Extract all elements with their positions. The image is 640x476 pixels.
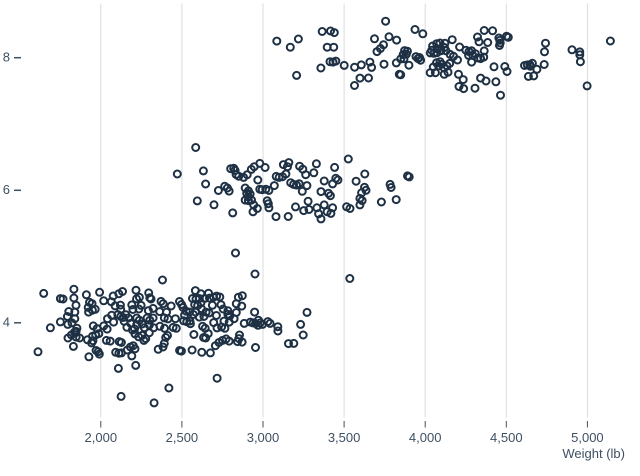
svg-text:2,000: 2,000 [85,430,118,445]
svg-text:6: 6 [3,182,10,197]
svg-text:3,500: 3,500 [328,430,361,445]
svg-text:2,500: 2,500 [166,430,199,445]
svg-text:4,000: 4,000 [409,430,442,445]
svg-text:3,000: 3,000 [247,430,280,445]
svg-text:5,000: 5,000 [571,430,604,445]
svg-text:Weight (lb): Weight (lb) [562,446,625,461]
svg-text:8: 8 [3,50,10,65]
svg-text:4,500: 4,500 [490,430,523,445]
svg-text:4: 4 [3,315,10,330]
